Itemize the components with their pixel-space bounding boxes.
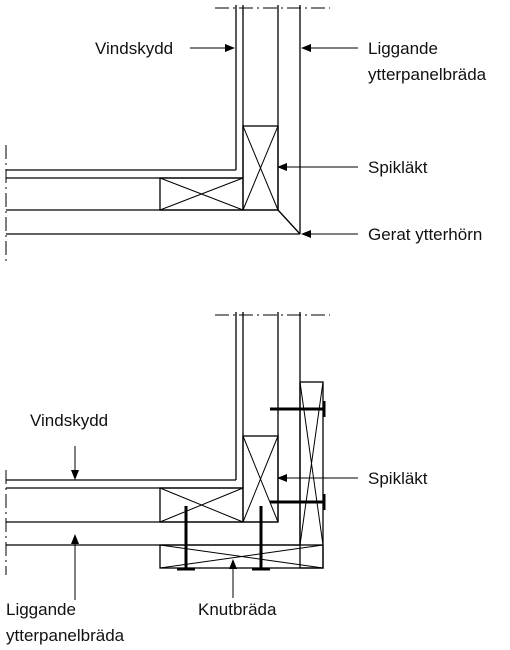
label-cladding-bottom-line1: Liggande [6, 600, 76, 619]
label-corner-board: Knutbräda [198, 600, 277, 619]
mitre-joint [277, 209, 301, 235]
corner-board-horizontal [159, 544, 324, 569]
label-batten-bottom: Spikläkt [368, 469, 428, 488]
label-cladding-top-line2: ytterpanelbräda [368, 65, 487, 84]
label-mitred-corner: Gerat ytterhörn [368, 225, 483, 244]
label-batten-top: Spikläkt [368, 158, 428, 177]
label-cladding-top-line1: Liggande [368, 39, 438, 58]
bottom-corner-detail [5, 312, 358, 600]
label-cladding-bottom-line2: ytterpanelbräda [6, 626, 125, 645]
top-corner-detail [5, 5, 358, 265]
label-wind-barrier-top: Vindskydd [95, 39, 174, 58]
label-wind-barrier-bottom: Vindskydd [30, 411, 109, 430]
